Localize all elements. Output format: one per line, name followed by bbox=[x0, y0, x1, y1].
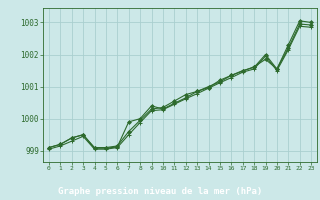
Text: Graphe pression niveau de la mer (hPa): Graphe pression niveau de la mer (hPa) bbox=[58, 187, 262, 196]
